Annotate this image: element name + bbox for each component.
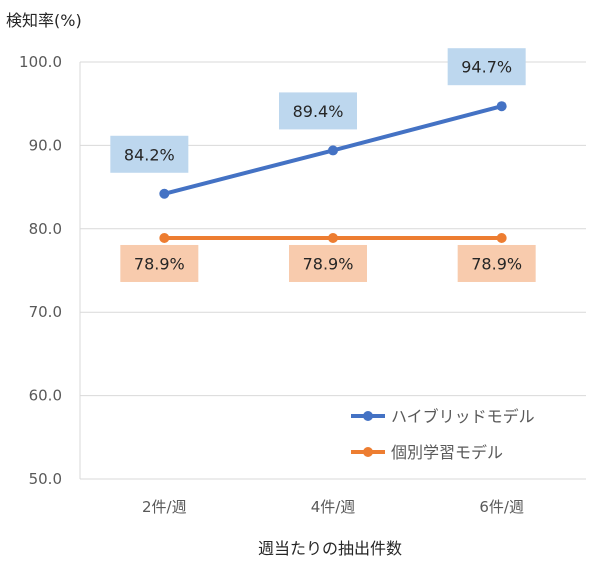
y-axis-title: 検知率(%): [6, 11, 82, 30]
y-tick-label: 90.0: [29, 136, 62, 154]
x-tick-label: 4件/週: [311, 498, 356, 516]
data-label: 78.9%: [303, 254, 354, 273]
legend-label: 個別学習モデル: [391, 443, 503, 462]
data-point: [159, 188, 170, 199]
data-point: [496, 232, 507, 243]
x-tick-label: 6件/週: [479, 498, 524, 516]
data-label: 89.4%: [293, 102, 344, 121]
series-group: [159, 101, 507, 243]
data-label: 78.9%: [134, 254, 185, 273]
x-tick-label: 2件/週: [142, 498, 187, 516]
legend-marker: [363, 447, 373, 457]
data-point: [496, 101, 507, 112]
legend-marker: [363, 411, 373, 421]
data-point: [328, 232, 338, 243]
y-tick-label: 60.0: [29, 387, 62, 405]
data-label-box: [110, 135, 189, 173]
x-axis-ticks: 2件/週 4件/週 6件/週: [142, 498, 524, 516]
y-axis-ticks: 50.0 60.0 70.0 80.0 90.0 100.0: [19, 53, 62, 488]
y-tick-label: 70.0: [29, 303, 62, 321]
data-label: 78.9%: [471, 254, 522, 273]
data-label: 84.2%: [124, 145, 175, 164]
data-label-box: [447, 48, 526, 86]
data-label-box: [120, 244, 199, 282]
data-label: 94.7%: [461, 58, 512, 77]
data-label-box: [279, 92, 357, 130]
data-label-box: [457, 244, 536, 282]
y-tick-label: 80.0: [29, 220, 62, 238]
y-tick-label: 50.0: [29, 470, 62, 488]
data-point: [159, 232, 170, 243]
legend-label: ハイブリッドモデル: [391, 407, 535, 426]
data-labels: 84.2% 89.4% 94.7% 78.9% 78.9% 78.9%: [110, 48, 536, 282]
data-point: [328, 145, 338, 156]
y-tick-label: 100.0: [19, 53, 62, 71]
data-label-box: [289, 244, 367, 282]
x-axis-title: 週当たりの抽出件数: [258, 539, 402, 558]
